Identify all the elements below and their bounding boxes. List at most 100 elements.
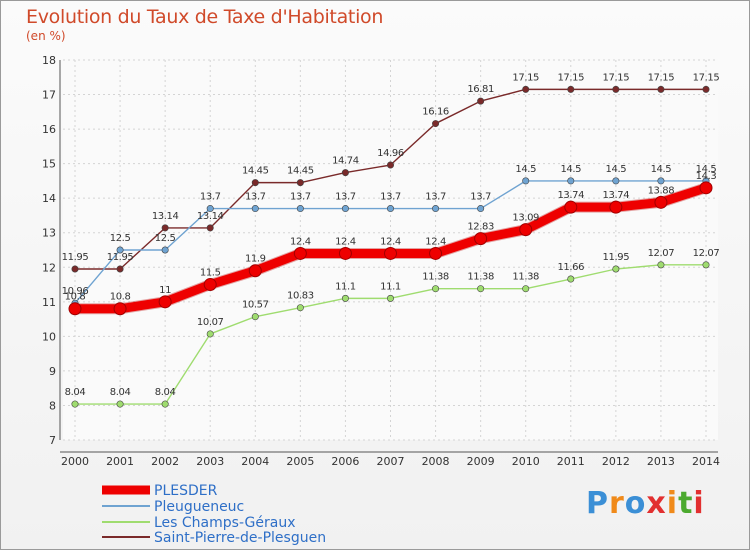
logo-letter: P [586, 486, 609, 521]
logo-letter: o [624, 486, 647, 521]
data-label: 12.4 [290, 236, 311, 247]
data-label: 11.95 [107, 252, 134, 263]
data-label: 11.1 [380, 281, 401, 292]
legend-label: Les Champs-Géraux [154, 515, 295, 531]
data-point [432, 205, 440, 213]
data-point [293, 246, 307, 260]
data-point [251, 205, 259, 213]
logo-letter: i [666, 486, 679, 521]
data-label: 11.5 [200, 268, 221, 279]
x-tick-label: 2009 [467, 455, 495, 468]
data-point [116, 400, 124, 408]
data-point [477, 285, 485, 293]
data-label: 17.15 [557, 72, 584, 83]
data-label: 14.5 [696, 164, 717, 175]
data-label: 17.15 [648, 72, 675, 83]
data-label: 8.04 [155, 387, 176, 398]
data-point [567, 275, 575, 283]
data-label: 10.57 [242, 300, 269, 311]
proxiti-logo: Proxiti [586, 486, 705, 521]
data-point [519, 223, 533, 237]
data-point [116, 246, 124, 254]
y-tick-label: 9 [49, 365, 56, 378]
chart-title: Evolution du Taux de Taxe d'Habitation [26, 6, 384, 28]
data-label: 14.96 [377, 148, 404, 159]
data-label: 11.66 [557, 262, 584, 273]
data-point [432, 120, 440, 128]
data-label: 11.38 [422, 272, 449, 283]
data-label: 14.5 [606, 164, 627, 175]
data-label: 14.5 [651, 164, 672, 175]
data-label: 14.3 [696, 171, 717, 182]
data-point [341, 205, 349, 213]
data-point [248, 264, 262, 278]
data-label: 11 [159, 285, 171, 296]
data-label: 12.4 [425, 236, 446, 247]
legend-label: Pleugueneuc [154, 499, 244, 515]
data-label: 17.15 [603, 72, 630, 83]
data-point [161, 400, 169, 408]
data-point [296, 179, 304, 187]
data-point [386, 205, 394, 213]
data-point [251, 179, 259, 187]
data-label: 11.95 [603, 252, 630, 263]
data-label: 10.07 [197, 317, 224, 328]
data-label: 12.5 [110, 233, 131, 244]
data-label: 13.7 [380, 192, 401, 203]
data-label: 14.45 [242, 166, 269, 177]
data-point [206, 330, 214, 338]
x-tick-label: 2012 [602, 455, 630, 468]
data-label: 17.15 [693, 72, 720, 83]
y-tick-label: 16 [42, 123, 56, 136]
data-label: 14.5 [560, 164, 581, 175]
data-point [161, 224, 169, 232]
data-label: 11.95 [62, 252, 89, 263]
data-point [654, 195, 668, 209]
data-label: 12.5 [155, 233, 176, 244]
x-tick-label: 2014 [692, 455, 720, 468]
data-label: 14.74 [332, 156, 359, 167]
data-point [477, 97, 485, 105]
logo-letter: i [693, 486, 705, 521]
data-label: 14.45 [287, 166, 314, 177]
x-tick-label: 2008 [422, 455, 450, 468]
data-point [657, 261, 665, 269]
data-point [68, 302, 82, 316]
data-point [71, 265, 79, 273]
y-tick-label: 11 [42, 296, 56, 309]
data-point [251, 313, 259, 321]
data-label: 16.81 [467, 84, 494, 95]
data-point [612, 265, 620, 273]
data-label: 13.88 [648, 185, 675, 196]
y-tick-label: 18 [42, 54, 56, 67]
data-point [206, 224, 214, 232]
data-point [477, 205, 485, 213]
logo-letter: x [646, 486, 667, 521]
y-tick-label: 17 [42, 89, 56, 102]
data-point [116, 265, 124, 273]
data-label: 10.96 [62, 286, 89, 297]
y-tick-label: 10 [42, 330, 56, 343]
data-label: 13.7 [470, 192, 491, 203]
data-label: 12.4 [380, 236, 401, 247]
data-point [657, 177, 665, 185]
x-tick-label: 2005 [286, 455, 314, 468]
data-point [522, 85, 530, 93]
data-label: 12.83 [467, 222, 494, 233]
data-point [564, 200, 578, 214]
data-label: 10.83 [287, 291, 314, 302]
x-tick-label: 2000 [61, 455, 89, 468]
data-label: 11.9 [245, 254, 266, 265]
legend-label: PLESDER [154, 483, 218, 499]
data-label: 12.07 [693, 248, 720, 259]
data-label: 13.14 [197, 211, 224, 222]
data-point [567, 177, 575, 185]
data-label: 13.09 [512, 213, 539, 224]
data-label: 11.38 [512, 272, 539, 283]
x-tick-label: 2003 [196, 455, 224, 468]
x-tick-label: 2004 [241, 455, 269, 468]
data-label: 8.04 [110, 387, 131, 398]
data-point [296, 205, 304, 213]
x-tick-label: 2002 [151, 455, 179, 468]
